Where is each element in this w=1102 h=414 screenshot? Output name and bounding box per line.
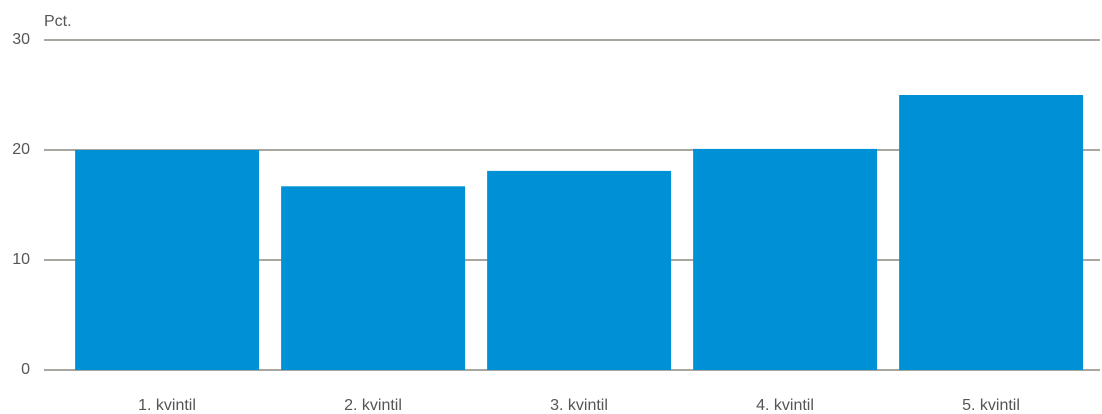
- y-tick-label: 0: [21, 361, 30, 378]
- x-tick-label: 2. kvintil: [344, 397, 402, 414]
- bar: [487, 170, 672, 370]
- y-tick-label: 10: [12, 251, 30, 268]
- bar: [75, 150, 260, 370]
- y-tick-label: 30: [12, 31, 30, 48]
- x-tick-label: 1. kvintil: [138, 397, 196, 414]
- y-axis-label: Pct.: [44, 13, 72, 30]
- bar: [693, 148, 878, 370]
- x-tick-label: 3. kvintil: [550, 397, 608, 414]
- y-tick-label: 20: [12, 141, 30, 158]
- bar: [281, 186, 466, 370]
- bar: [899, 95, 1084, 370]
- x-tick-label: 5. kvintil: [962, 397, 1020, 414]
- x-tick-label: 4. kvintil: [756, 397, 814, 414]
